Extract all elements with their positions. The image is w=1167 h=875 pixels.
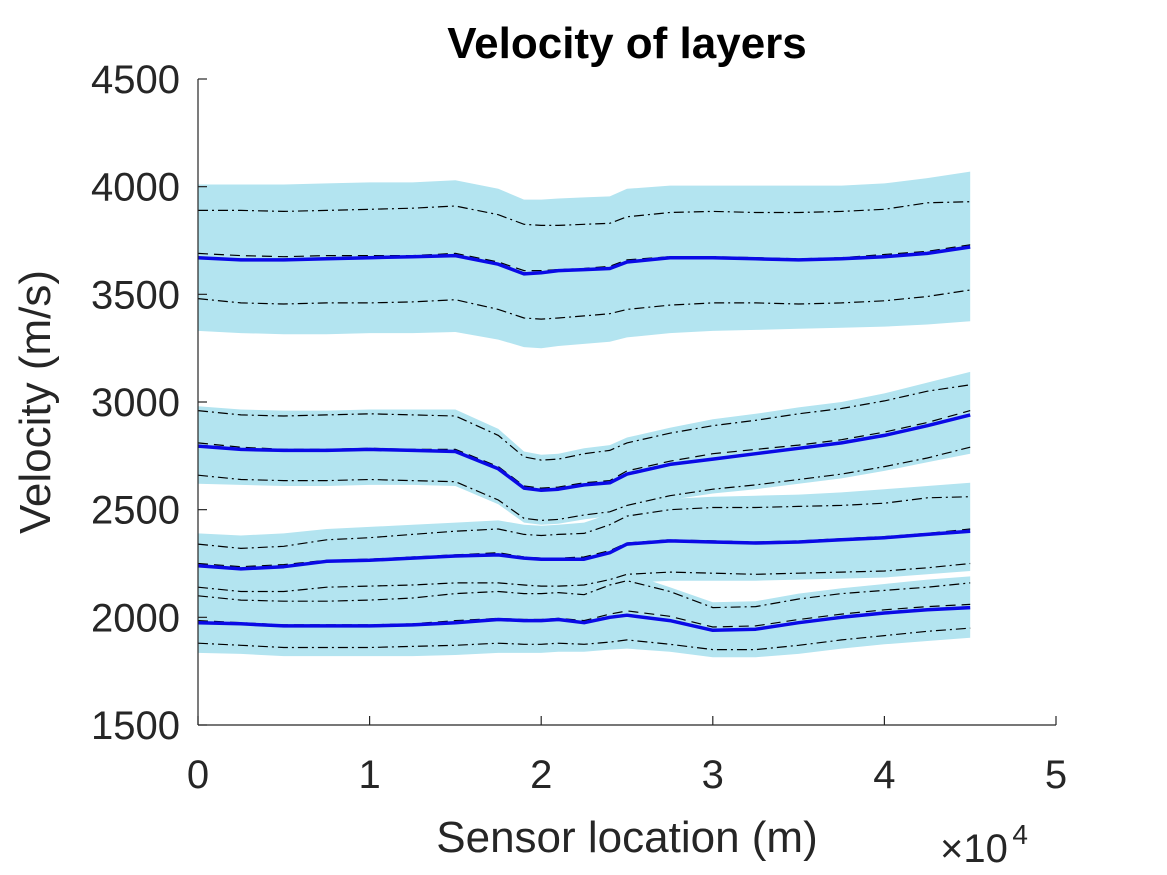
x-tick-label: 0 bbox=[187, 753, 209, 797]
y-axis-title: Velocity (m/s) bbox=[11, 270, 60, 534]
upper-dashdot-layer-2 bbox=[197, 384, 971, 461]
x-exponent-base: ×10 bbox=[940, 827, 1008, 871]
x-exponent-power: 4 bbox=[1012, 819, 1028, 850]
y-ticks: 1500 2000 2500 3000 3500 4000 4500 bbox=[91, 58, 207, 748]
y-tick-label: 4500 bbox=[91, 58, 180, 102]
mean-line-layer-2 bbox=[197, 413, 971, 493]
mean-line-layer-3 bbox=[197, 529, 971, 571]
lower-dashdot-layer-2 bbox=[197, 446, 971, 522]
y-tick-label: 1500 bbox=[91, 704, 180, 748]
band-layer-2 bbox=[198, 371, 971, 525]
confidence-bands bbox=[198, 171, 971, 658]
y-tick-label: 4000 bbox=[91, 166, 180, 210]
lower-dashdot-layer-1 bbox=[197, 289, 971, 320]
chart-title: Velocity of layers bbox=[447, 19, 807, 68]
band-layer-4 bbox=[198, 573, 971, 658]
x-ticks: 0 1 2 3 4 5 bbox=[187, 716, 1067, 797]
lower-dashdot-layer-3 bbox=[197, 562, 971, 593]
mean-line-layer-1 bbox=[197, 245, 971, 276]
band-layer-3 bbox=[198, 482, 971, 603]
x-tick-label: 1 bbox=[358, 753, 380, 797]
mean-line-layer-4 bbox=[197, 605, 971, 633]
x-tick-label: 5 bbox=[1045, 753, 1067, 797]
x-tick-label: 4 bbox=[873, 753, 895, 797]
y-tick-label: 3000 bbox=[91, 381, 180, 425]
series-lines bbox=[197, 201, 971, 651]
x-exponent: ×10 4 bbox=[940, 819, 1028, 871]
y-tick-label: 3500 bbox=[91, 273, 180, 317]
upper-dashdot-layer-3 bbox=[197, 496, 971, 550]
upper-dashdot-layer-1 bbox=[198, 201, 971, 226]
x-axis-title: Sensor location (m) bbox=[436, 813, 817, 862]
y-tick-label: 2500 bbox=[91, 489, 180, 533]
x-tick-label: 2 bbox=[530, 753, 552, 797]
lower-dashdot-layer-4 bbox=[197, 627, 971, 651]
x-tick-label: 3 bbox=[702, 753, 724, 797]
y-tick-label: 2000 bbox=[91, 596, 180, 640]
